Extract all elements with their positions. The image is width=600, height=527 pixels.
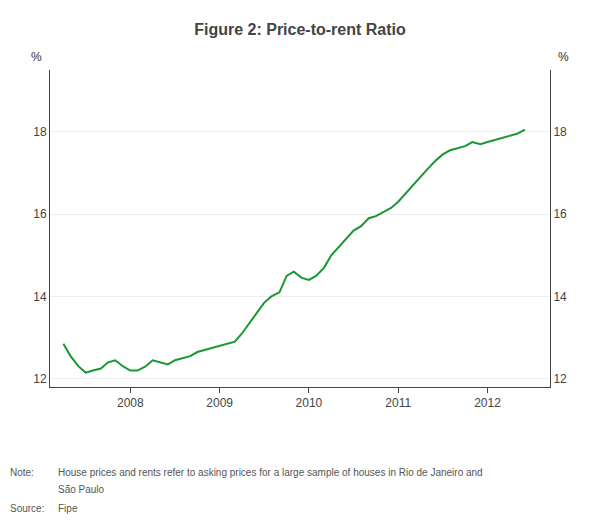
- svg-text:12: 12: [553, 372, 567, 386]
- svg-text:16: 16: [33, 207, 47, 221]
- svg-text:12: 12: [33, 372, 47, 386]
- svg-text:Figure 2: Price-to-rent Ratio: Figure 2: Price-to-rent Ratio: [194, 21, 406, 38]
- svg-text:2012: 2012: [474, 396, 501, 410]
- svg-text:House prices and rents refer t: House prices and rents refer to asking p…: [58, 467, 483, 478]
- svg-text:Source:: Source:: [10, 503, 44, 514]
- svg-text:2008: 2008: [117, 396, 144, 410]
- svg-text:%: %: [31, 50, 42, 64]
- svg-text:2009: 2009: [206, 396, 233, 410]
- svg-text:14: 14: [553, 290, 567, 304]
- svg-text:Note:: Note:: [10, 467, 34, 478]
- svg-text:2010: 2010: [296, 396, 323, 410]
- svg-text:Fipe: Fipe: [58, 503, 78, 514]
- svg-text:São Paulo: São Paulo: [58, 484, 105, 495]
- svg-text:18: 18: [33, 125, 47, 139]
- svg-text:18: 18: [553, 125, 567, 139]
- svg-text:16: 16: [553, 207, 567, 221]
- svg-text:%: %: [558, 50, 569, 64]
- svg-text:2011: 2011: [385, 396, 411, 410]
- svg-text:14: 14: [33, 290, 47, 304]
